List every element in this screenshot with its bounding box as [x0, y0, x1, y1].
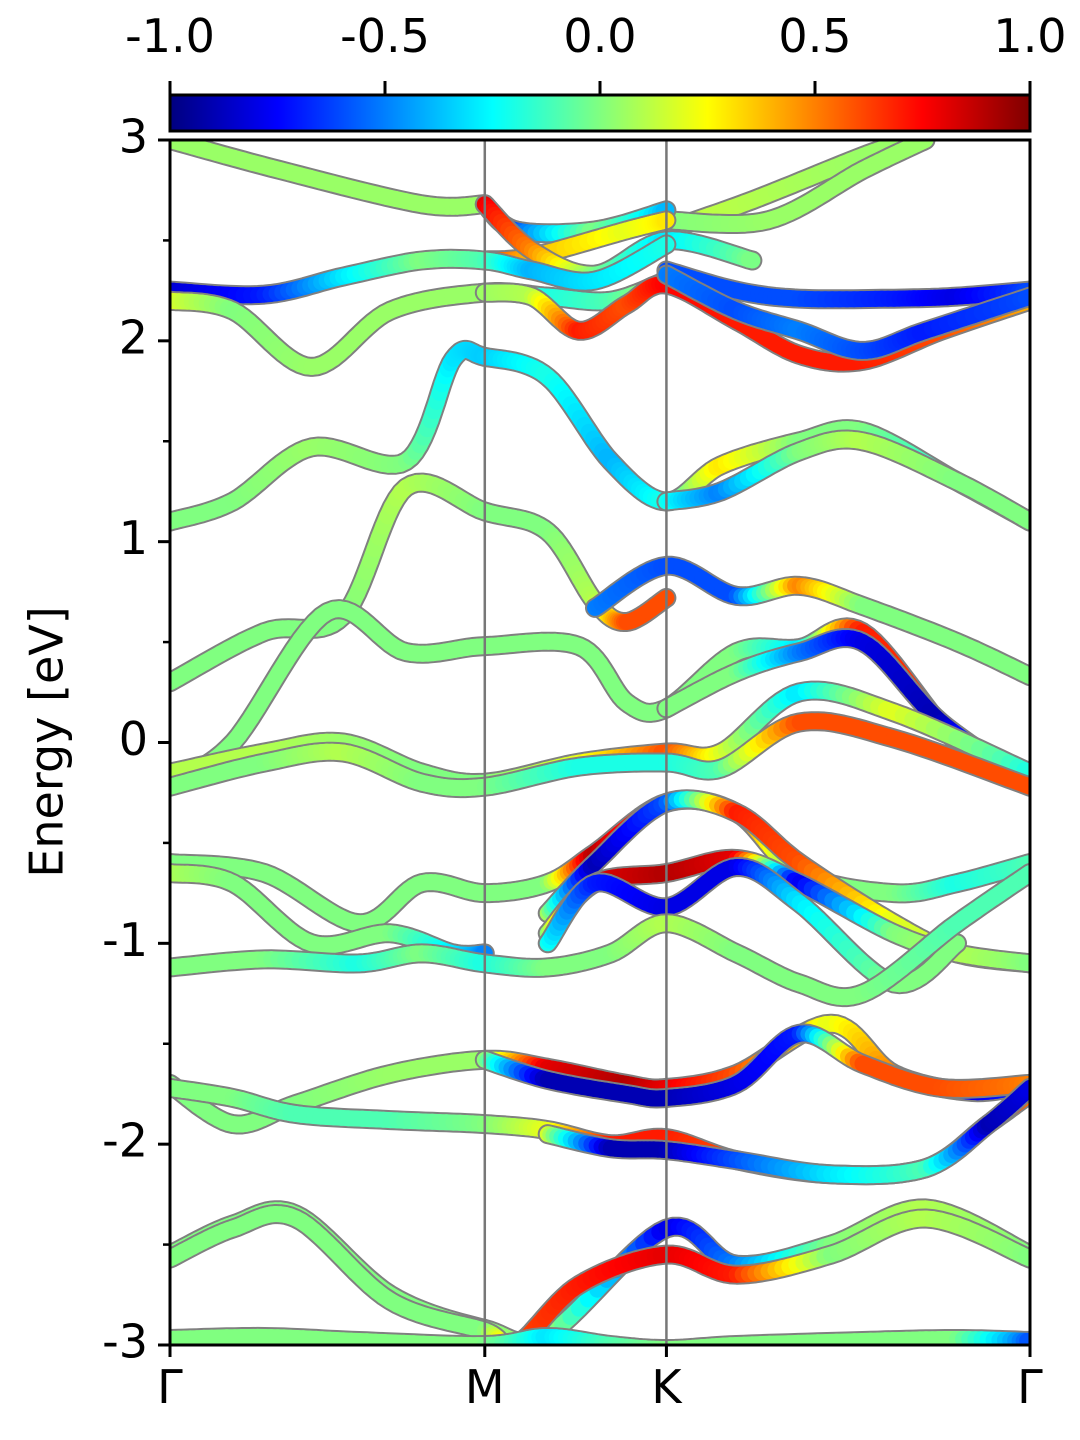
y-tick-label: 1: [119, 511, 148, 565]
y-axis: -3 -2 -1 0 1 2 3: [102, 110, 170, 1369]
band-2: [656, 140, 936, 234]
band-16: [656, 628, 1030, 793]
band-28: [537, 1077, 1030, 1186]
band-segment: [740, 251, 761, 269]
colorbar-tick-label: -0.5: [340, 9, 430, 63]
band-14: [585, 555, 1030, 687]
colorbar-tick-label: 1.0: [993, 9, 1066, 63]
band-24: [170, 863, 1030, 1008]
band-10: [656, 264, 1030, 361]
colorbar-tick-label: 0.5: [778, 9, 851, 63]
y-tick-label: -1: [102, 913, 148, 967]
y-axis-title: Energy [eV]: [20, 606, 74, 877]
y-tick-label: -2: [102, 1114, 148, 1168]
x-tick-label: M: [465, 1360, 505, 1414]
colorbar-ticks: -1.0 -0.5 0.0 0.5 1.0: [125, 9, 1067, 95]
band-18: [170, 711, 1030, 799]
x-tick-label: K: [651, 1360, 683, 1414]
colorbar-gradient: [168, 93, 1032, 133]
x-tick-label: Γ: [157, 1360, 183, 1414]
y-tick-label: -3: [102, 1315, 148, 1369]
band-11: [170, 339, 1030, 532]
band-segment: [946, 935, 965, 954]
band-26: [474, 1023, 1030, 1109]
high-symmetry-lines: [483, 140, 668, 1345]
band-23: [537, 857, 967, 995]
band-31: [170, 1326, 1030, 1345]
y-tick-label: 0: [119, 712, 148, 766]
band-outline: [656, 429, 1030, 532]
band-30: [170, 1204, 1030, 1345]
colorbar-tick-label: 0.0: [563, 9, 636, 63]
x-tick-label: Γ: [1017, 1360, 1043, 1414]
y-tick-label: 2: [119, 310, 148, 364]
colorbar: -1.0 -0.5 0.0 0.5 1.0: [125, 9, 1067, 133]
colorbar-tick-label: -1.0: [125, 9, 215, 63]
band-12: [656, 429, 1030, 532]
band-0: [170, 140, 495, 217]
bands-layer: [170, 140, 1030, 1345]
y-tick-label: 3: [119, 110, 148, 164]
